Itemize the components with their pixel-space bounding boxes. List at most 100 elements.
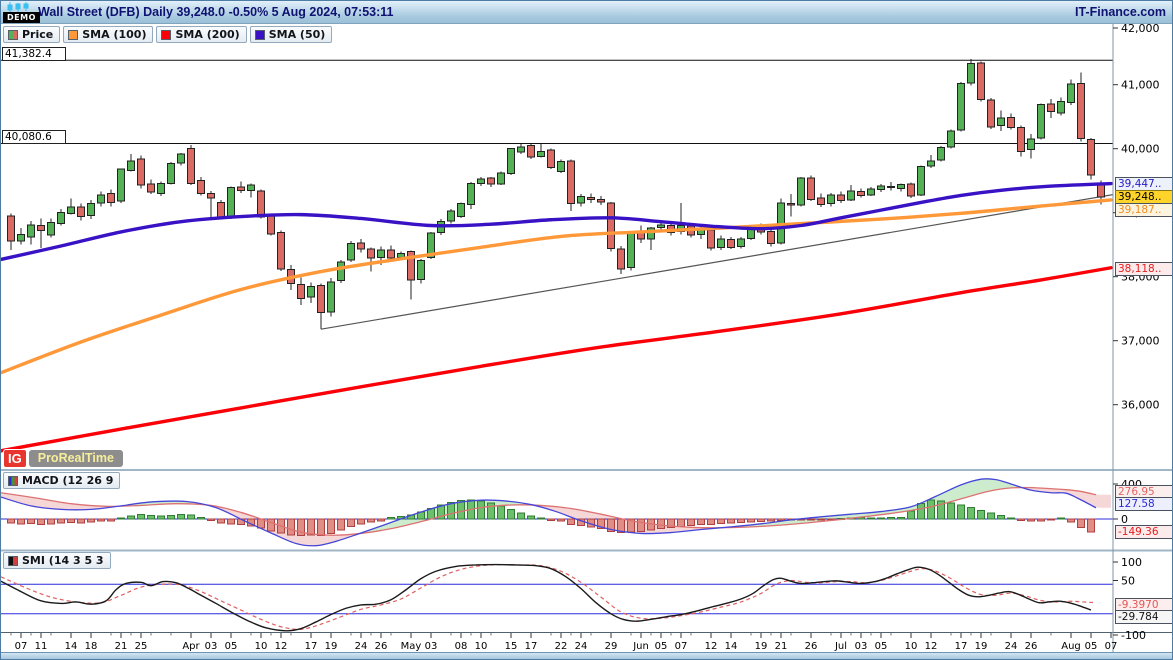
date-label: 10 [905, 641, 918, 652]
date-label: 03 [855, 641, 868, 652]
legend-sma100[interactable]: SMA (100) [63, 26, 154, 43]
sma200-icon [161, 29, 172, 40]
macd-bar [937, 500, 945, 520]
date-label: Apr [182, 641, 200, 652]
candle-up [867, 188, 875, 196]
macd-bar [877, 517, 885, 520]
candle-down [407, 251, 415, 281]
candle-down [267, 215, 275, 235]
candle-up [647, 227, 655, 240]
date-label: Jul [834, 641, 847, 652]
candle-down [977, 62, 985, 100]
date-label: 26 [375, 641, 388, 652]
price-icon [8, 29, 18, 40]
date-label: 26 [805, 641, 818, 652]
legend-sma100-label: SMA (100) [82, 28, 147, 41]
candle-up [577, 196, 585, 204]
macd-bar [987, 512, 995, 520]
candle-down [107, 193, 115, 203]
candle-down [767, 230, 775, 244]
candle-down [987, 99, 995, 128]
candle-up [227, 187, 235, 218]
macd-panel [1, 478, 1113, 547]
candle-up [497, 172, 505, 185]
date-label: 29 [605, 641, 618, 652]
macd-bar [957, 504, 965, 520]
macd-bar [667, 518, 675, 528]
sma100-icon [68, 29, 79, 40]
candle-up [97, 194, 105, 204]
legend-sma200[interactable]: SMA (200) [156, 26, 247, 43]
macd-bar [37, 518, 45, 525]
date-label: 21 [115, 641, 128, 652]
date-label: 07 [1105, 641, 1118, 652]
macd-bar [1057, 517, 1065, 520]
macd-bar [187, 514, 195, 520]
macd-bar [227, 518, 235, 525]
candle-down [257, 190, 265, 218]
candle-up [457, 203, 465, 218]
macd-bar [337, 518, 345, 531]
macd-bar [757, 518, 765, 523]
date-label: 05 [875, 641, 888, 652]
axis-tick-label: 50 [1121, 574, 1135, 587]
macd-bar [897, 516, 905, 520]
macd-bar [727, 518, 735, 524]
macd-bar [177, 514, 185, 520]
macd-hist-value-label: -149.36 [1115, 525, 1172, 539]
candle-down [237, 186, 245, 191]
macd-bar [517, 512, 525, 520]
macd-bar [527, 515, 535, 520]
macd-bar [737, 518, 745, 523]
date-label: 18 [85, 641, 98, 652]
macd-bar [917, 502, 925, 520]
sma50-value-label: 39,447.. [1115, 177, 1172, 191]
candle-up [937, 146, 945, 161]
macd-indicator-chip[interactable]: MACD (12 26 9 [3, 472, 121, 489]
candle-down [357, 242, 365, 250]
candle-down [1077, 82, 1085, 139]
candle-up [537, 150, 545, 157]
legend-price[interactable]: Price [3, 26, 61, 43]
sma200-value-label: 38,118.. [1115, 262, 1172, 276]
candle-up [447, 210, 455, 222]
date-label: 07 [15, 641, 28, 652]
candle-down [277, 232, 285, 270]
macd-bar [1077, 518, 1085, 528]
candle-up [177, 153, 185, 164]
date-label: 12 [925, 641, 938, 652]
macd-bar [127, 515, 135, 520]
candle-up [1057, 100, 1065, 114]
date-label: 12 [705, 641, 718, 652]
macd-bar [1017, 518, 1025, 521]
date-label: 03 [425, 641, 438, 652]
date-label: 05 [225, 641, 238, 652]
candle-down [297, 283, 305, 299]
smi-line-value-label: -29.784 [1115, 610, 1172, 624]
macd-bar [347, 518, 355, 527]
date-label: 07 [675, 641, 688, 652]
candle-down [617, 248, 625, 270]
brand-link[interactable]: IT-Finance.com [1075, 5, 1166, 19]
date-label: 25 [135, 641, 148, 652]
macd-bar [197, 516, 205, 520]
date-label: Aug [1061, 641, 1081, 652]
macd-bar [17, 518, 25, 525]
candle-up [737, 238, 745, 248]
smi-indicator-chip[interactable]: SMI (14 3 5 3 [3, 552, 111, 569]
macd-bar [777, 518, 785, 521]
candle-down [187, 148, 195, 184]
macd-bar [767, 518, 775, 522]
smi-icon [8, 555, 18, 566]
macd-bar [967, 507, 975, 520]
candle-up [337, 261, 345, 282]
legend-sma50[interactable]: SMA (50) [249, 26, 333, 43]
candles-layer [7, 59, 1105, 330]
macd-bar [807, 518, 815, 521]
macd-bar [707, 518, 715, 525]
legend-sma200-label: SMA (200) [175, 28, 240, 41]
macd-bar [317, 518, 325, 537]
candle-down [817, 197, 825, 205]
smi-panel [1, 563, 1113, 632]
